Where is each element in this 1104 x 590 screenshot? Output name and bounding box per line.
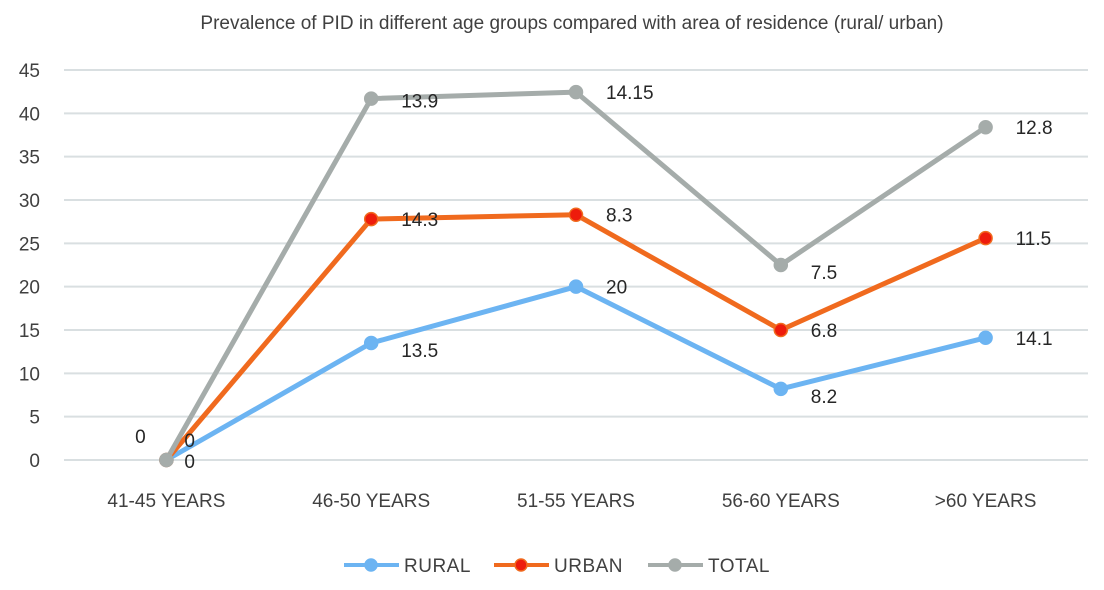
y-tick-label: 30: [19, 191, 40, 212]
data-point-urban: [773, 322, 789, 338]
data-label-total: 7.5: [811, 263, 837, 284]
data-label-total: 14.15: [606, 83, 654, 104]
chart-title: Prevalence of PID in different age group…: [200, 13, 943, 34]
data-point-rural: [978, 330, 993, 346]
data-label-total: 12.8: [1016, 118, 1053, 139]
legend-marker-icon: [668, 558, 682, 572]
legend-item-total: TOTAL: [648, 556, 770, 577]
data-label-urban: 8.3: [606, 206, 632, 227]
y-tick-label: 0: [29, 451, 40, 472]
data-point-total: [978, 119, 993, 135]
y-tick-label: 25: [19, 234, 40, 255]
legend-label: TOTAL: [708, 556, 770, 577]
data-point-rural: [363, 335, 379, 351]
y-tick-label: 20: [19, 278, 40, 299]
data-label-rural: 20: [606, 278, 627, 299]
data-label-rural: 0: [184, 452, 195, 473]
data-label-rural: 8.2: [811, 387, 837, 408]
legend-label: URBAN: [554, 556, 623, 577]
data-labels: 0 13.5 20 8.2 14.1 0 14.3 8.3 6.8 11.5 0 13.9 14.15 7…: [135, 83, 1052, 473]
data-point-urban: [978, 230, 993, 246]
data-point-total: [773, 257, 789, 273]
legend-item-urban: URBAN: [494, 556, 623, 577]
data-label-total: 13.9: [401, 92, 438, 113]
data-label-rural: 13.5: [401, 341, 438, 362]
y-tick-label: 45: [19, 61, 40, 82]
y-tick-label: 35: [19, 148, 40, 169]
data-point-urban: [568, 207, 584, 222]
x-tick-label: 51-55 YEARS: [517, 491, 635, 512]
legend-marker-icon: [364, 558, 378, 572]
data-point-rural: [568, 279, 584, 294]
x-tick-label: >60 YEARS: [935, 491, 1037, 512]
data-label-urban: 11.5: [1016, 229, 1052, 250]
y-tick-label: 15: [19, 321, 40, 342]
series-lines: [159, 84, 993, 468]
data-label-rural: 14.1: [1016, 329, 1053, 350]
y-axis: 0 5 10 15 20 25 30 35 40 45: [19, 61, 40, 472]
x-axis: 41-45 YEARS 46-50 YEARS 51-55 YEARS 56-60 Y…: [107, 491, 1036, 512]
y-tick-label: 5: [29, 408, 40, 429]
y-tick-label: 40: [19, 104, 40, 125]
legend-label: RURAL: [404, 556, 471, 577]
series-line-total: [163, 89, 989, 463]
data-point-urban: [363, 211, 379, 227]
data-label-urban: 6.8: [811, 321, 837, 342]
data-label-total: 0: [135, 427, 146, 448]
x-tick-label: 46-50 YEARS: [312, 491, 430, 512]
data-label-urban: 14.3: [401, 210, 438, 231]
data-point-total: [568, 84, 584, 100]
data-point-total: [363, 91, 379, 106]
data-point-total: [159, 452, 174, 468]
x-tick-label: 56-60 YEARS: [722, 491, 840, 512]
series-line-urban: [163, 212, 989, 463]
y-tick-label: 10: [19, 364, 40, 385]
x-tick-label: 41-45 YEARS: [107, 491, 225, 512]
data-label-urban: 0: [184, 431, 195, 452]
data-point-rural: [773, 381, 789, 397]
legend-item-rural: RURAL: [344, 556, 471, 577]
legend: RURAL URBAN TOTAL: [344, 556, 770, 577]
legend-marker-icon: [514, 558, 528, 572]
